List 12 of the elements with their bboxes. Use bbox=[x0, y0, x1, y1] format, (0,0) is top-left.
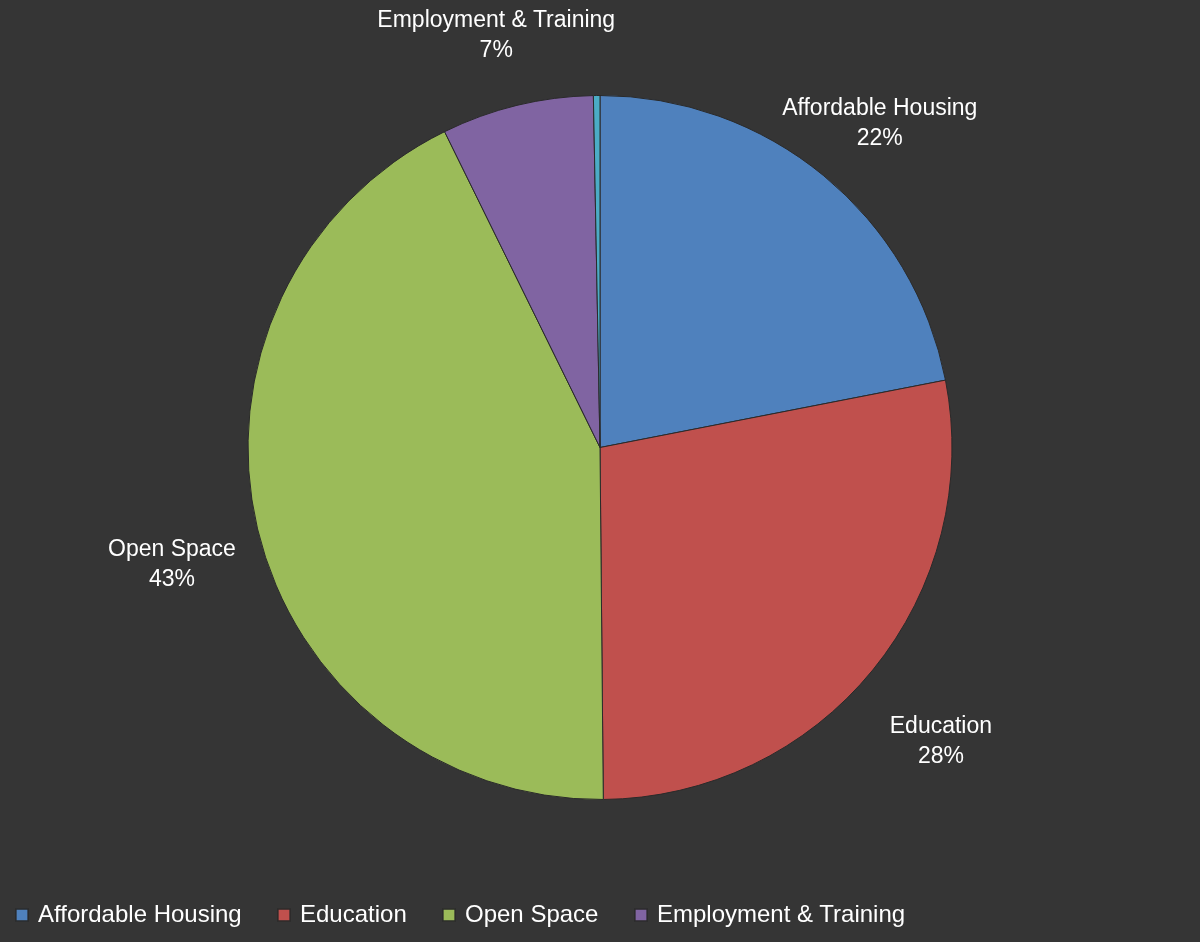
legend-label: Education bbox=[300, 900, 407, 927]
data-label: 28% bbox=[917, 741, 964, 768]
slice-label: Employment & Training bbox=[377, 5, 616, 32]
data-label: 43% bbox=[148, 565, 195, 592]
slice-label: Affordable Housing bbox=[782, 93, 978, 120]
slice-label: Open Space bbox=[107, 535, 236, 562]
legend-label: Open Space bbox=[465, 900, 599, 927]
legend-label: Affordable Housing bbox=[38, 900, 242, 927]
slice-label: Education bbox=[889, 711, 993, 738]
data-label: 22% bbox=[856, 123, 903, 150]
data-label: 7% bbox=[479, 35, 513, 62]
legend-label: Employment & Training bbox=[657, 900, 906, 927]
